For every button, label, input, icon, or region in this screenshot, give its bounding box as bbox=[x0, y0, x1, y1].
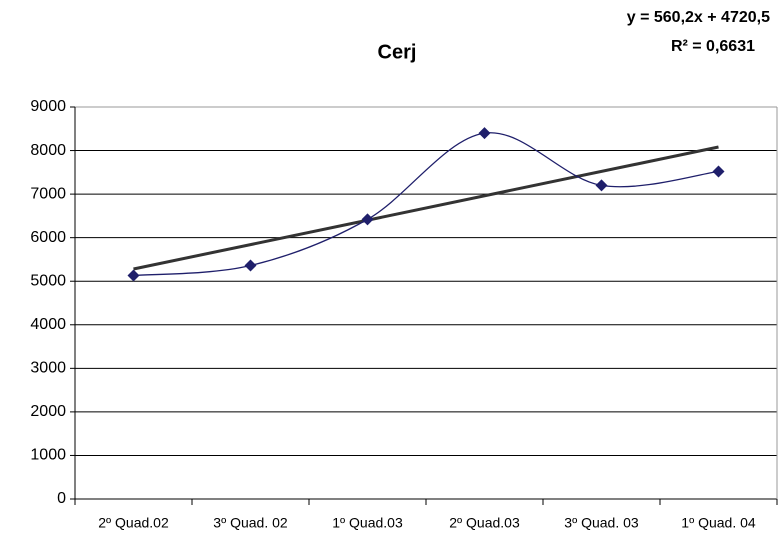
marker bbox=[478, 127, 491, 140]
y-tick-label: 0 bbox=[57, 490, 66, 507]
series-line bbox=[133, 132, 719, 277]
x-tick-label: 3º Quad. 02 bbox=[213, 515, 288, 531]
y-tick-label: 6000 bbox=[30, 229, 66, 246]
y-tick-label: 7000 bbox=[30, 185, 66, 202]
marker bbox=[361, 213, 374, 226]
y-tick-label: 8000 bbox=[30, 142, 66, 159]
x-tick-label: 1º Quad. 04 bbox=[681, 515, 756, 531]
marker bbox=[244, 259, 257, 272]
marker bbox=[595, 179, 608, 192]
trendline bbox=[133, 145, 719, 271]
marker bbox=[127, 269, 140, 282]
y-tick-label: 4000 bbox=[30, 316, 66, 333]
x-tick-label: 3º Quad. 03 bbox=[564, 515, 639, 531]
trend-r2: R² = 0,6631 bbox=[671, 38, 755, 55]
y-tick-label: 1000 bbox=[30, 447, 66, 464]
y-tick-label: 5000 bbox=[30, 272, 66, 289]
x-tick-label: 2º Quad.03 bbox=[449, 515, 520, 531]
chart-title: Cerj bbox=[378, 41, 417, 63]
x-tick-label: 1º Quad.03 bbox=[332, 515, 403, 531]
x-tick-label: 2º Quad.02 bbox=[98, 515, 169, 531]
y-tick-label: 3000 bbox=[30, 360, 66, 377]
y-tick-label: 9000 bbox=[30, 98, 66, 115]
y-tick-label: 2000 bbox=[30, 403, 66, 420]
trend-equation: y = 560,2x + 4720,5 bbox=[627, 9, 770, 26]
marker bbox=[712, 165, 725, 178]
